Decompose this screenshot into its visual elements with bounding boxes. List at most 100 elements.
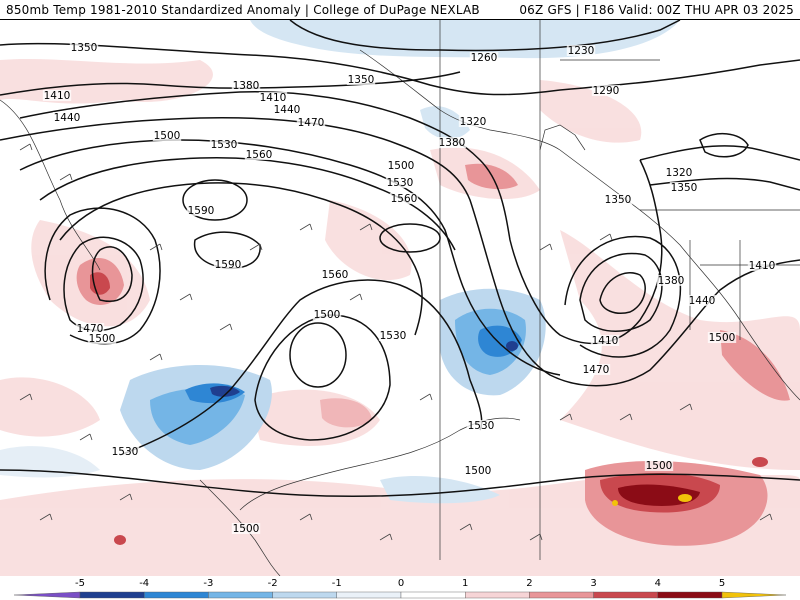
contour-label-bg: [603, 194, 633, 205]
contour-label-bg: [386, 160, 416, 171]
contour-label: 1590: [215, 259, 242, 271]
contour-label-bg: [707, 332, 737, 343]
contour-label-bg: [687, 295, 717, 306]
contour-label-bg: [385, 177, 415, 188]
contour-label-bg: [312, 309, 342, 320]
contour-label: 1350: [671, 182, 698, 194]
contour-label-bg: [258, 92, 288, 103]
contour-label-bg: [231, 80, 261, 91]
contour-label-bg: [469, 52, 499, 63]
contour-label: 1530: [468, 420, 495, 432]
contour-label: 1470: [77, 323, 104, 335]
colorbar-segment: [143, 591, 209, 599]
contour-label: 1380: [233, 80, 260, 92]
contour-label-bg: [272, 104, 302, 115]
colorbar-tick-label: 0: [398, 578, 404, 589]
contour-label-bg: [656, 275, 686, 286]
contour-label-bg: [87, 333, 117, 344]
contour-label-bg: [213, 259, 243, 270]
title-bar: 850mb Temp 1981-2010 Standardized Anomal…: [0, 0, 800, 20]
contour-label: 1500: [646, 460, 673, 472]
contour-label: 1530: [112, 446, 139, 458]
contour-label-bg: [231, 523, 261, 534]
contour-label: 1350: [71, 42, 98, 54]
contour-label: 1440: [689, 295, 716, 307]
contour-label: 1500: [233, 523, 260, 535]
map-title: 850mb Temp 1981-2010 Standardized Anomal…: [6, 3, 480, 17]
contour-label: 1380: [439, 137, 466, 149]
colorbar: -5 -4 -3 -2 -1 0 1 2 3 4 5: [0, 576, 800, 600]
contour-label-bg: [389, 193, 419, 204]
contour-label: 1350: [605, 194, 632, 206]
contour-label: 1530: [387, 177, 414, 189]
contour-label-bg: [466, 420, 496, 431]
height-contours: [0, 20, 800, 498]
contour-label: 1560: [246, 149, 273, 161]
contour-label: 1410: [44, 90, 71, 102]
contour-label: 1410: [260, 92, 287, 104]
colorbar-tick-label: -5: [75, 578, 85, 589]
colorbar-segment: [529, 591, 594, 599]
colorbar-tick-label: -2: [268, 578, 278, 589]
colorbar-segment: [593, 591, 658, 599]
colorbar-tick-label: 2: [526, 578, 532, 589]
contour-label-bg: [581, 364, 611, 375]
contour-label-bg: [437, 137, 467, 148]
colorbar-segment: [657, 591, 723, 599]
contour-label: 1320: [460, 116, 487, 128]
contour-label: 1590: [188, 205, 215, 217]
contour-label-bg: [566, 45, 596, 56]
contour-label: 1320: [666, 167, 693, 179]
contour-label: 1500: [709, 332, 736, 344]
contour-label-bg: [591, 85, 621, 96]
colorbar-tick-label: 5: [719, 578, 725, 589]
colorbar-tick-label: 1: [462, 578, 468, 589]
colorbar-tick-label: -1: [332, 578, 342, 589]
contour-label: 1470: [583, 364, 610, 376]
colorbar-segment: [272, 591, 338, 599]
contour-label: 1500: [465, 465, 492, 477]
warm-anomaly-shading-strong: [76, 163, 790, 546]
wind-barbs: [19, 143, 773, 541]
contour-label-bg: [244, 149, 274, 160]
contour-label-bg: [747, 260, 777, 271]
contour-label: 1410: [749, 260, 776, 272]
contour-label-bg: [590, 335, 620, 346]
contour-label: 1410: [592, 335, 619, 347]
colorbar-tick-label: 4: [655, 578, 661, 589]
contour-label: 1440: [54, 112, 81, 124]
contour-label: 1530: [380, 330, 407, 342]
contour-label-bg: [296, 117, 326, 128]
contour-label: 1290: [593, 85, 620, 97]
contour-label: 1380: [658, 275, 685, 287]
contour-label-bg: [320, 269, 350, 280]
contour-label: 1500: [314, 309, 341, 321]
contour-label: 1350: [348, 74, 375, 86]
contour-label-bg: [664, 167, 694, 178]
contour-label-bg: [69, 42, 99, 53]
colorbar-segment: [336, 591, 402, 599]
contour-label-bg: [644, 460, 674, 471]
contour-label-bg: [52, 112, 82, 123]
colorbar-segment: [721, 591, 787, 599]
contour-label: 1440: [274, 104, 301, 116]
colorbar-segment: [208, 591, 273, 599]
contour-label-bg: [152, 130, 182, 141]
contour-label: 1500: [89, 333, 116, 345]
contour-label: 1560: [391, 193, 418, 205]
contour-label: 1500: [154, 130, 181, 142]
contour-label-bg: [378, 330, 408, 341]
contour-label-bg: [42, 90, 72, 101]
contour-label-bg: [186, 205, 216, 216]
contour-label-bg: [75, 323, 105, 334]
colorbar-segments: [13, 591, 787, 599]
contour-label: 1500: [388, 160, 415, 172]
contour-label: 1260: [471, 52, 498, 64]
contour-label-bg: [669, 182, 699, 193]
colorbar-tick-label: -3: [203, 578, 213, 589]
contour-label: 1230: [568, 45, 595, 57]
contour-label-bg: [346, 74, 376, 85]
